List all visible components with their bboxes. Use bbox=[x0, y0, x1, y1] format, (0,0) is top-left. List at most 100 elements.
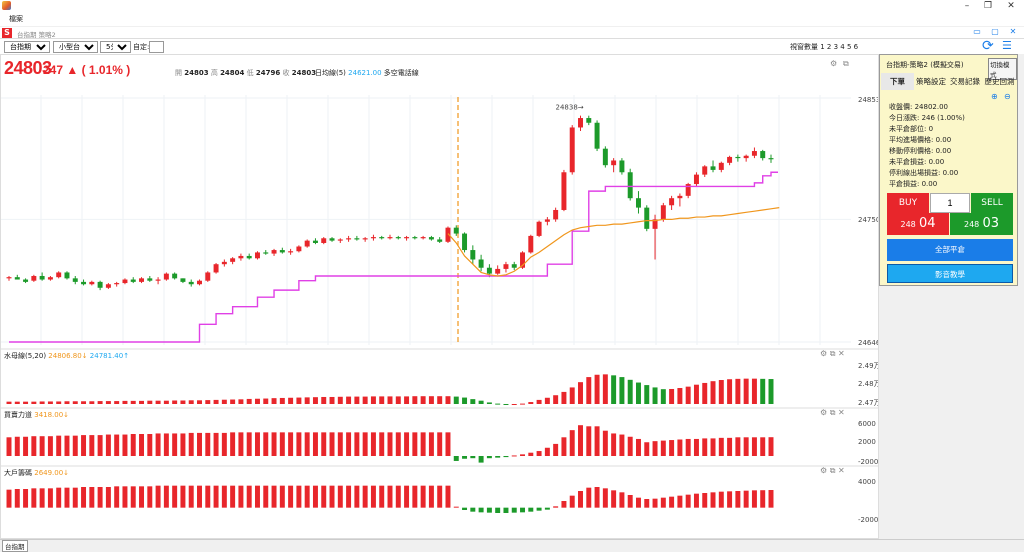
tab-order[interactable]: 下單 bbox=[881, 73, 914, 90]
info-open-position: 未平倉部位: 0 bbox=[889, 125, 934, 133]
force-bar bbox=[743, 437, 749, 456]
sub1-tool-icons[interactable]: ⚙ ⧉ ✕ bbox=[820, 349, 845, 358]
big-player-bar bbox=[114, 486, 120, 508]
big-player-bar bbox=[710, 492, 716, 508]
jellyfish-bar bbox=[197, 400, 202, 404]
tab-backtest[interactable]: 歷史回測 bbox=[984, 77, 1015, 86]
force-bar bbox=[221, 432, 227, 456]
zoom-out-icon[interactable]: ⊖ bbox=[1004, 92, 1011, 101]
jellyfish-bar bbox=[329, 396, 335, 404]
jellyfish-bar bbox=[39, 401, 45, 404]
close-all-button[interactable]: 全部平倉 bbox=[887, 239, 1013, 261]
force-bar bbox=[602, 430, 608, 456]
zoom-in-icon[interactable]: ⊕ bbox=[991, 92, 998, 101]
big-player-bar bbox=[462, 507, 468, 510]
candlestick-chart: 24838→ 24853 24750 24646 2.49万 2.48万 2.4… bbox=[1, 95, 878, 524]
candle-body bbox=[254, 252, 260, 259]
big-player-bar bbox=[163, 485, 169, 508]
refresh-icon[interactable]: ⟳ bbox=[982, 38, 994, 54]
force-bar bbox=[14, 436, 20, 456]
candle-body bbox=[172, 273, 178, 279]
inner-window-title: 台指期 策略2 bbox=[17, 31, 56, 39]
force-bar bbox=[64, 435, 70, 456]
minimize-icon[interactable]: – bbox=[964, 1, 970, 11]
big-player-bars bbox=[6, 485, 774, 513]
candle-body bbox=[197, 280, 202, 285]
candle-body bbox=[462, 233, 468, 251]
candle-body bbox=[693, 174, 699, 185]
big-player-bar bbox=[569, 495, 575, 508]
force-bar bbox=[544, 447, 550, 456]
user-settings-icon[interactable]: ☰ bbox=[1002, 39, 1012, 52]
candle-body bbox=[635, 198, 641, 208]
inner-close-icon[interactable]: ✕ bbox=[1009, 27, 1017, 36]
order-panel-title: 台指期-策略2 (模擬交易) bbox=[886, 61, 964, 69]
info-realized-pnl: 平倉損益: 0.00 bbox=[889, 180, 938, 188]
jellyfish-bar bbox=[702, 382, 708, 404]
bottom-tab-symbol[interactable]: 台指期 bbox=[2, 540, 28, 552]
big-player-bar bbox=[602, 488, 608, 508]
candle-body bbox=[321, 238, 327, 243]
force-bar bbox=[114, 434, 120, 456]
force-bar bbox=[180, 433, 186, 456]
contract-select[interactable]: 小型台指期 bbox=[53, 41, 98, 53]
big-player-bar bbox=[370, 485, 376, 508]
sell-price-box[interactable]: 248 03 bbox=[950, 213, 1013, 235]
inner-minimize-icon[interactable]: ▭ bbox=[973, 27, 981, 36]
view-count-selector[interactable]: 視窗數量 1 2 3 4 5 6 bbox=[790, 43, 859, 51]
force-bar bbox=[6, 437, 12, 456]
force-bar bbox=[412, 432, 418, 456]
video-tutorial-button[interactable]: 影音教學 bbox=[887, 264, 1013, 283]
switch-mode-button[interactable]: 切換模式 bbox=[988, 58, 1017, 80]
buy-price-box[interactable]: 248 04 bbox=[887, 213, 949, 235]
big-player-bar bbox=[238, 485, 244, 508]
jellyfish-bar bbox=[296, 397, 302, 404]
buy-price-suffix: 04 bbox=[918, 216, 936, 231]
sell-button[interactable]: SELL bbox=[971, 193, 1013, 213]
restore-icon[interactable]: ❐ bbox=[983, 1, 993, 11]
big-player-bar bbox=[155, 485, 161, 508]
jellyfish-bar bbox=[693, 384, 699, 404]
big-player-bar bbox=[735, 491, 741, 508]
big-player-bar bbox=[743, 490, 749, 508]
big-player-bar bbox=[180, 485, 186, 508]
ohlc-low-key: 低 bbox=[246, 69, 254, 77]
force-bar bbox=[520, 454, 526, 456]
close-icon[interactable]: ✕ bbox=[1007, 1, 1015, 11]
main-chart-settings-icon[interactable]: ⚙ bbox=[830, 59, 838, 68]
buy-button[interactable]: BUY bbox=[887, 193, 929, 213]
quantity-input[interactable] bbox=[930, 193, 970, 213]
jellyfish-bar bbox=[669, 388, 675, 404]
jellyfish-bar bbox=[710, 381, 716, 404]
main-chart-popout-icon[interactable]: ⧉ bbox=[843, 59, 849, 68]
sub2-tool-icons[interactable]: ⚙ ⧉ ✕ bbox=[820, 408, 845, 417]
custom-label: 自定: bbox=[133, 43, 150, 51]
candle-body bbox=[238, 255, 244, 259]
jellyfish-bar bbox=[511, 404, 517, 405]
candle-body bbox=[420, 237, 426, 239]
sub3-value1: 2649.00↓ bbox=[34, 469, 70, 477]
jellyfish-bar bbox=[520, 403, 526, 405]
inner-restore-icon[interactable]: ▢ bbox=[991, 27, 999, 36]
menu-file[interactable]: 檔案 bbox=[9, 15, 23, 23]
candle-body bbox=[486, 267, 492, 274]
interval-select[interactable]: 5分K bbox=[100, 41, 131, 53]
jellyfish-bar bbox=[56, 401, 62, 404]
custom-input[interactable] bbox=[149, 41, 164, 53]
jellyfish-bar bbox=[387, 396, 393, 404]
symbol-select[interactable]: 台指期 bbox=[4, 41, 50, 53]
candle-body bbox=[644, 207, 650, 229]
sub3-tool-icons[interactable]: ⚙ ⧉ ✕ bbox=[820, 466, 845, 475]
candle-body bbox=[702, 166, 708, 175]
tab-strategy-settings[interactable]: 策略設定 bbox=[916, 77, 946, 86]
buy-label: BUY bbox=[898, 198, 918, 208]
candle-body bbox=[544, 219, 550, 222]
jellyfish-bar bbox=[768, 379, 774, 404]
jellyfish-bar bbox=[6, 401, 12, 404]
candle-body bbox=[329, 238, 335, 241]
jellyfish-bar bbox=[635, 382, 641, 404]
jellyfish-bar bbox=[238, 399, 244, 404]
tab-trade-log[interactable]: 交易記錄 bbox=[950, 77, 980, 86]
big-player-bar bbox=[478, 507, 484, 513]
big-player-bar bbox=[677, 495, 683, 508]
